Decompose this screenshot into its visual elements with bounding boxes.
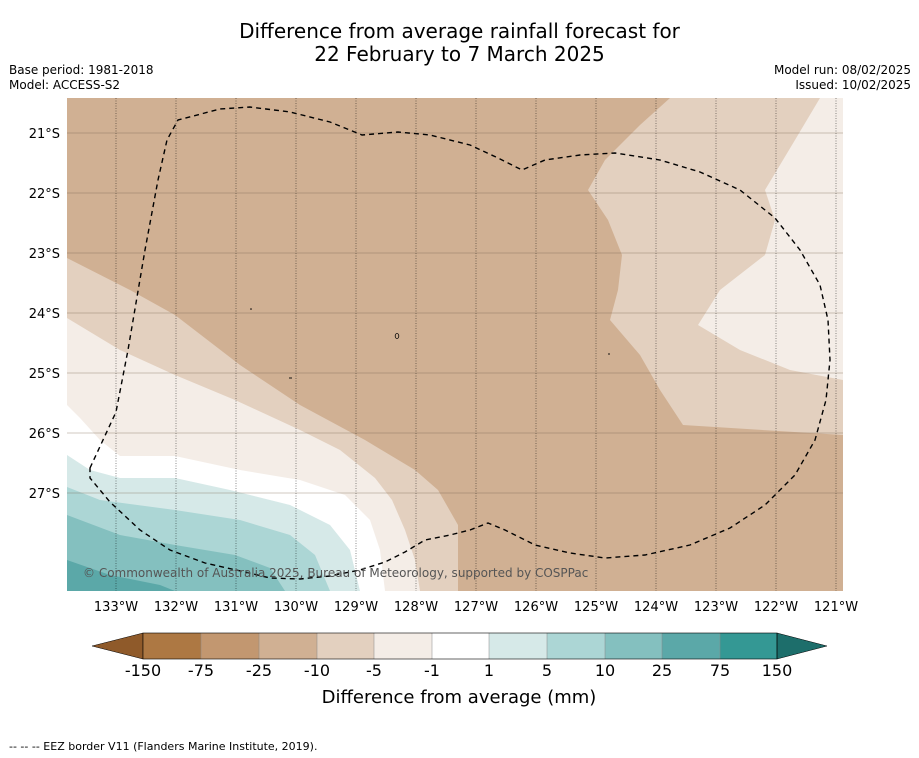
copyright-text: © Commonwealth of Australia 2025, Bureau…: [83, 566, 588, 580]
colorbar-tick: 75: [710, 661, 730, 680]
colorbar-arrow-high: [776, 632, 828, 660]
parallels: [67, 132, 843, 494]
colorbar-swatch: [605, 633, 662, 659]
model-run-label: Model run: 08/02/2025: [773, 63, 911, 77]
colorbar-swatch: [259, 633, 317, 659]
colorbar-swatch: [201, 633, 259, 659]
island-marker: [394, 333, 400, 339]
lat-label: 22°S: [29, 187, 60, 202]
colorbar-tick: -150: [125, 661, 161, 680]
base-period-label: Base period: 1981-2018: [9, 63, 154, 77]
lon-label: 127°W: [454, 600, 498, 615]
eez-footnote: -- -- -- EEZ border V11 (Flanders Marine…: [9, 740, 318, 753]
lon-label: 122°W: [754, 600, 798, 615]
lon-label: 128°W: [394, 600, 438, 615]
colorbar-tick: 1: [484, 661, 494, 680]
lon-label: 129°W: [334, 600, 378, 615]
colorbar-swatch: [489, 633, 547, 659]
graticule: [115, 98, 837, 591]
lon-label: 131°W: [214, 600, 258, 615]
colorbar-tick: -10: [304, 661, 330, 680]
lat-label: 23°S: [29, 247, 60, 262]
colorbar-tick: -1: [424, 661, 440, 680]
longitude-labels: 133°W 132°W 131°W 130°W 129°W 128°W 127°…: [94, 600, 858, 615]
lon-label: 121°W: [814, 600, 858, 615]
rain-band-m5-m1-east: [698, 98, 843, 380]
colorbar-label: Difference from average (mm): [322, 687, 597, 708]
colorbar-swatch: [317, 633, 374, 659]
colorbar-swatch: [662, 633, 720, 659]
island-marker: [250, 308, 252, 310]
latitude-labels: 21°S 22°S 23°S 24°S 25°S 26°S 27°S: [29, 127, 60, 502]
lon-label: 132°W: [154, 600, 198, 615]
lat-label: 21°S: [29, 127, 60, 142]
colorbar-tick: -25: [246, 661, 272, 680]
colorbar-swatch: [143, 633, 201, 659]
colorbar-tick: -5: [366, 661, 382, 680]
lat-label: 27°S: [29, 487, 60, 502]
colorbar-swatch: [720, 633, 777, 659]
map-plot-area: © Commonwealth of Australia 2025, Bureau…: [67, 98, 843, 591]
colorbar-tick: 25: [652, 661, 672, 680]
map-title-line2: 22 February to 7 March 2025: [314, 42, 605, 66]
eez-border: [89, 106, 831, 580]
colorbar-tick: 150: [762, 661, 793, 680]
model-label: Model: ACCESS-S2: [9, 78, 121, 92]
lat-label: 26°S: [29, 427, 60, 442]
colorbar-tick: -75: [188, 661, 214, 680]
colorbar-tick: 5: [542, 661, 552, 680]
colorbar-swatch: [432, 633, 489, 659]
lon-label: 133°W: [94, 600, 138, 615]
lon-label: 124°W: [634, 600, 678, 615]
lon-label: 126°W: [514, 600, 558, 615]
colorbar-swatch: [374, 633, 432, 659]
lon-label: 125°W: [574, 600, 618, 615]
rain-band-p25-75: [67, 560, 175, 591]
colorbar: -150 -75 -25 -10 -5 -1 1 5 10 25 75 150 …: [91, 632, 828, 708]
issued-label: Issued: 10/02/2025: [795, 78, 911, 92]
map-title-line1: Difference from average rainfall forecas…: [239, 19, 680, 43]
lon-label: 130°W: [274, 600, 318, 615]
lat-label: 25°S: [29, 367, 60, 382]
colorbar-swatch: [547, 633, 605, 659]
lon-label: 123°W: [694, 600, 738, 615]
colorbar-arrow-low: [91, 632, 144, 660]
colorbar-tick: 10: [595, 661, 615, 680]
lat-label: 24°S: [29, 307, 60, 322]
